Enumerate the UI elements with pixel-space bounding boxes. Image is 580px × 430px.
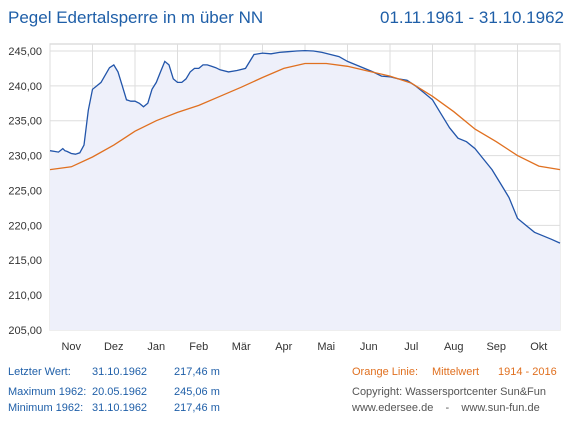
- y-tick-label: 235,00: [8, 116, 42, 128]
- legend-mean-line: Orange Linie: Mittelwert 1914 - 2016: [352, 366, 557, 378]
- x-tick-label: Nov: [61, 341, 81, 353]
- max-value-date: 20.05.1962: [92, 386, 148, 398]
- last-value-value: 217,46 m: [174, 366, 220, 378]
- y-tick-label: 215,00: [8, 255, 42, 267]
- max-value-label: Maximum 1962:: [8, 386, 87, 398]
- x-tick-label: Mai: [317, 341, 335, 353]
- last-value-label: Letzter Wert:: [8, 366, 71, 378]
- min-value-date: 31.10.1962: [92, 402, 148, 414]
- x-axis: Nov Dez Jan Feb Mär Apr Mai Jun Jul Aug Sep Okt: [61, 341, 547, 353]
- x-tick-label: Jul: [404, 341, 418, 353]
- website-links[interactable]: www.edersee.de - www.sun-fun.de: [352, 402, 540, 414]
- x-tick-label: Apr: [275, 341, 292, 353]
- min-value-row: Minimum 1962: 31.10.1962 217,46 m: [8, 402, 220, 414]
- x-tick-label: Okt: [530, 341, 547, 353]
- copyright-text: Copyright: Wassersportcenter Sun&Fun: [352, 386, 547, 398]
- y-axis: 245,00 240,00 235,00 230,00 225,00 220,00 215,…: [8, 46, 42, 337]
- max-value-value: 245,06 m: [174, 386, 220, 398]
- chart-period: 01.11.1961 - 31.10.1962: [379, 8, 564, 27]
- last-value-date: 31.10.1962: [92, 366, 148, 378]
- x-tick-label: Dez: [104, 341, 124, 353]
- y-tick-label: 210,00: [8, 290, 42, 302]
- x-tick-label: Jun: [360, 341, 378, 353]
- chart-title: Pegel Edertalsperre in m über NN: [8, 8, 264, 27]
- min-value-label: Minimum 1962:: [8, 402, 84, 414]
- y-tick-label: 240,00: [8, 81, 42, 93]
- y-tick-label: 245,00: [8, 46, 42, 58]
- mean-level-line: [49, 62, 561, 171]
- min-value-value: 217,46 m: [174, 402, 220, 414]
- legend-mean-label: Mittelwert: [432, 366, 480, 378]
- x-tick-label: Aug: [444, 341, 464, 353]
- water-level-area: [50, 50, 560, 330]
- x-tick-label: Sep: [486, 341, 506, 353]
- water-level-chart: 245,00 240,00 235,00 230,00 225,00 220,00 215,…: [8, 43, 561, 353]
- plot-area: [49, 49, 561, 330]
- last-value-row: Letzter Wert: 31.10.1962 217,46 m: [8, 366, 220, 378]
- y-tick-label: 205,00: [8, 325, 42, 337]
- y-tick-label: 230,00: [8, 151, 42, 163]
- x-tick-label: Mär: [232, 341, 251, 353]
- water-level-line: [49, 49, 561, 244]
- legend-mean-years: 1914 - 2016: [498, 366, 557, 378]
- y-tick-label: 225,00: [8, 185, 42, 197]
- x-tick-label: Jan: [147, 341, 165, 353]
- legend-line-label: Orange Linie:: [352, 366, 419, 378]
- max-value-row: Maximum 1962: 20.05.1962 245,06 m: [8, 386, 220, 398]
- x-tick-label: Feb: [189, 341, 208, 353]
- y-tick-label: 220,00: [8, 220, 42, 232]
